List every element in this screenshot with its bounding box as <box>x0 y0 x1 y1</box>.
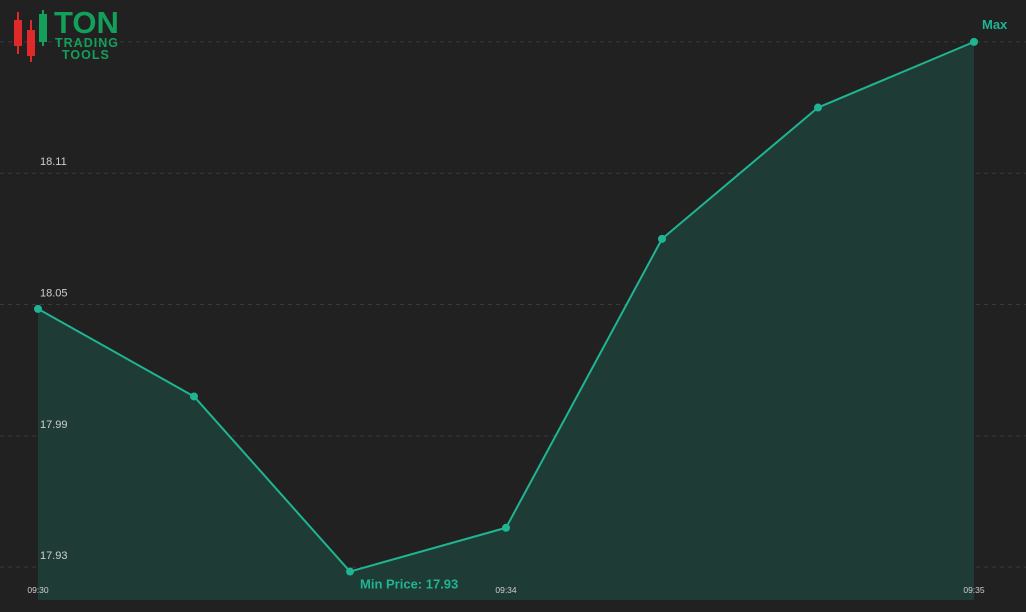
data-point <box>34 304 42 313</box>
area-layer <box>38 41 974 601</box>
data-point <box>658 234 666 243</box>
y-tick-label: 17.93 <box>40 550 68 562</box>
logo-ton-text: TON <box>54 5 119 40</box>
data-point <box>970 37 978 46</box>
y-tick-label: 18.11 <box>40 156 67 168</box>
y-tick-label: 18.05 <box>40 288 68 300</box>
data-point <box>190 392 198 401</box>
data-point <box>502 523 510 532</box>
series-line-segment <box>661 106 819 240</box>
data-point <box>346 567 354 576</box>
y-tick-label: 17.99 <box>40 419 68 431</box>
candlestick-icon <box>14 10 47 62</box>
min-price-label: Min Price: 17.93 <box>360 577 458 592</box>
x-tick-label: 09:35 <box>963 585 985 595</box>
data-point <box>814 103 822 112</box>
series-line-segment <box>37 308 195 398</box>
max-price-label: Max <box>982 17 1008 32</box>
series-line-segment <box>817 40 975 109</box>
series-line-segment <box>193 395 351 573</box>
x-axis-ticks: 09:30 09:34 09:35 <box>27 585 985 595</box>
logo-tools-text: TOOLS <box>62 48 110 62</box>
series-line-segment <box>349 526 507 573</box>
line-layer <box>37 40 975 573</box>
point-layer <box>34 37 978 576</box>
series-line-segment <box>505 238 663 529</box>
x-tick-label: 09:30 <box>27 585 49 595</box>
y-axis-ticks: 17.93 17.99 18.05 18.11 <box>40 156 68 562</box>
x-tick-label: 09:34 <box>495 585 517 595</box>
annotation-layer: Min Price: 17.93 Max <box>360 17 1008 592</box>
logo: TON TRADING TOOLS <box>14 5 119 62</box>
logo-trading-text: TRADING <box>55 36 119 50</box>
area-fill <box>38 41 974 601</box>
